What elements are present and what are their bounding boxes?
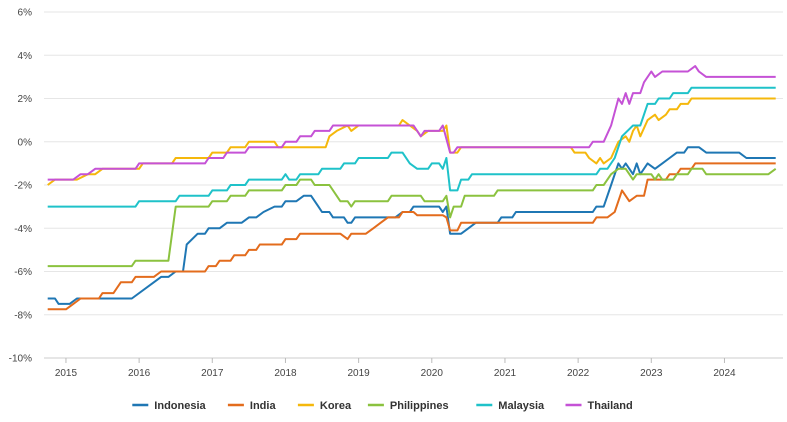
legend-label-india: India bbox=[250, 400, 277, 412]
y-tick-label: -10% bbox=[9, 354, 32, 365]
legend-label-philippines: Philippines bbox=[390, 400, 449, 412]
legend-label-korea: Korea bbox=[320, 400, 352, 412]
x-tick-label: 2024 bbox=[713, 368, 736, 379]
y-tick-label: 6% bbox=[18, 8, 33, 19]
x-tick-label: 2017 bbox=[201, 368, 224, 379]
x-tick-label: 2022 bbox=[567, 368, 590, 379]
series-line-thailand bbox=[47, 65, 776, 181]
legend: Indonesia India Korea Philippines Malaysia Th… bbox=[132, 400, 633, 412]
y-tick-label: -8% bbox=[14, 310, 32, 321]
x-axis: 2015 2016 2017 2018 2019 2020 2021 2022 2023 2024 bbox=[44, 357, 783, 379]
x-tick-label: 2020 bbox=[421, 368, 444, 379]
y-tick-label: -4% bbox=[14, 224, 32, 235]
y-tick-label: -2% bbox=[14, 181, 32, 192]
legend-label-thailand: Thailand bbox=[588, 400, 633, 412]
y-tick-label: 4% bbox=[18, 51, 33, 62]
series-line-indonesia bbox=[47, 146, 776, 305]
x-tick-label: 2018 bbox=[274, 368, 297, 379]
x-tick-label: 2016 bbox=[128, 368, 151, 379]
grid-lines bbox=[44, 11, 783, 359]
series-line-malaysia bbox=[47, 86, 776, 208]
x-tick-label: 2015 bbox=[55, 368, 78, 379]
x-tick-label: 2019 bbox=[347, 368, 370, 379]
legend-label-indonesia: Indonesia bbox=[154, 400, 206, 412]
y-tick-label: 0% bbox=[18, 137, 33, 148]
y-tick-label: -6% bbox=[14, 267, 32, 278]
series-layer bbox=[47, 65, 777, 311]
y-tick-label: 2% bbox=[18, 94, 33, 105]
legend-label-malaysia: Malaysia bbox=[498, 400, 545, 412]
series-line-philippines bbox=[47, 167, 777, 268]
x-tick-label: 2023 bbox=[640, 368, 663, 379]
y-axis: -10% -8% -6% -4% -2% 0% 2% 4% 6% bbox=[9, 8, 32, 365]
series-line-india bbox=[47, 162, 776, 311]
x-tick-label: 2021 bbox=[494, 368, 517, 379]
